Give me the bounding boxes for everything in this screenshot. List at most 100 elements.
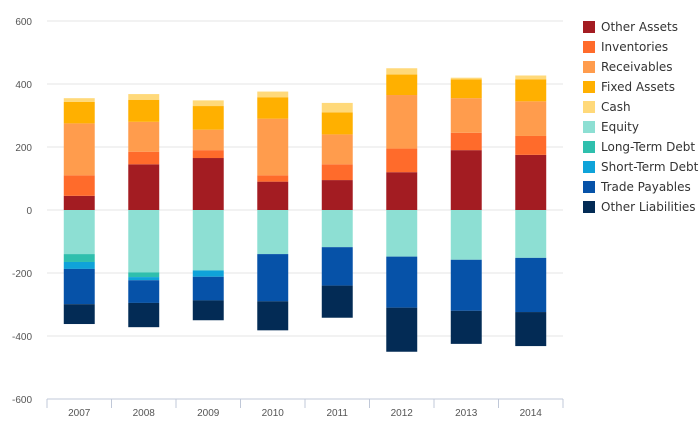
x-tick-label: 2009 [197,408,220,419]
bar-segment [128,302,160,328]
legend-swatch [583,121,595,133]
y-tick-label: 200 [15,143,32,154]
legend-label: Other Liabilities [601,200,696,214]
bar-segment [63,123,95,176]
x-tick-label: 2011 [326,408,348,419]
bar-segment [192,210,224,271]
bar-segment [63,254,95,262]
legend-swatch [583,101,595,113]
bar-segment [63,210,95,255]
bar-segment [192,129,224,151]
bar-segment [450,150,482,210]
axes: 600 400 200 0 -200 -400 -600 2007 2008 2009 2010 20… [12,17,564,419]
bar-segment [321,164,353,181]
legend-item[interactable]: Receivables [583,57,698,77]
legend: Other Assets Inventories Receivables Fixed … [583,17,698,217]
legend-item[interactable]: Other Liabilities [583,197,698,217]
bar-segment [515,257,547,313]
y-tick-label: 600 [15,17,32,28]
bar-segment [192,270,224,277]
bar-segment [128,277,160,281]
legend-item[interactable]: Other Assets [583,17,698,37]
bar-segment [450,98,482,133]
legend-label: Long-Term Debt [601,140,696,154]
legend-label: Receivables [601,60,673,74]
bar-segment [63,304,95,325]
bar-segment [63,195,95,210]
legend-swatch [583,141,595,153]
bar-segment [515,135,547,155]
legend-swatch [583,61,595,73]
legend-item[interactable]: Trade Payables [583,177,698,197]
bar-segment [515,210,547,258]
legend-label: Other Assets [601,20,678,34]
bar-segment [128,280,160,303]
bar-segment [128,272,160,278]
bar-segment [128,151,160,165]
bar-segment [63,175,95,196]
bar-segment [515,312,547,347]
legend-item[interactable]: Inventories [583,37,698,57]
bar-segment [515,154,547,210]
bar-segment [321,112,353,135]
y-tick-label: -400 [12,332,32,343]
bar-segment [450,132,482,151]
bar-segment [63,101,95,124]
bar-segment [386,68,418,75]
legend-swatch [583,21,595,33]
bar-segment [515,75,547,80]
bar-segment [515,79,547,102]
bar-segment [192,158,224,210]
bar-segment [192,300,224,321]
bar-segment [257,254,289,302]
bar-segment [321,285,353,318]
legend-label: Fixed Assets [601,80,675,94]
bar-segment [321,180,353,210]
bar-segment [257,210,289,255]
bar-segment [257,175,289,182]
bar-segment [257,181,289,210]
legend-swatch [583,181,595,193]
legend-label: Trade Payables [601,180,691,194]
legend-item[interactable]: Long-Term Debt [583,137,698,157]
bar-segment [192,276,224,301]
bar-segment [257,91,289,98]
y-tick-label: 0 [26,206,32,217]
bar-segment [128,164,160,210]
legend-item[interactable]: Short-Term Debt [583,157,698,177]
bar-segment [192,106,224,130]
legend-label: Cash [601,100,631,114]
bar-segment [450,310,482,344]
bar-segment [386,148,418,173]
bar-segment [386,74,418,96]
bar-segment [128,99,160,122]
bar-segment [515,101,547,136]
bar-segment [450,77,482,80]
legend-item[interactable]: Equity [583,117,698,137]
bar-segment [321,247,353,286]
bar-segment [257,118,289,176]
bar-segment [321,210,353,248]
bar-segment [192,100,224,107]
bar-segment [450,79,482,99]
bar-segment [450,210,482,260]
x-tick-label: 2008 [133,408,156,419]
gridlines [47,20,563,337]
bar-segment [128,94,160,100]
legend-item[interactable]: Fixed Assets [583,77,698,97]
bar-segment [128,210,160,273]
bar-segment [321,134,353,165]
legend-swatch [583,81,595,93]
bar-segment [257,97,289,119]
legend-swatch [583,161,595,173]
bar-segment [63,268,95,305]
legend-item[interactable]: Cash [583,97,698,117]
bar-segment [128,121,160,152]
y-tick-label: 400 [15,80,32,91]
bar-segment [450,259,482,311]
y-tick-label: -200 [12,269,32,280]
bar-segment [386,172,418,210]
bar-segment [63,98,95,102]
bar-segment [386,256,418,308]
